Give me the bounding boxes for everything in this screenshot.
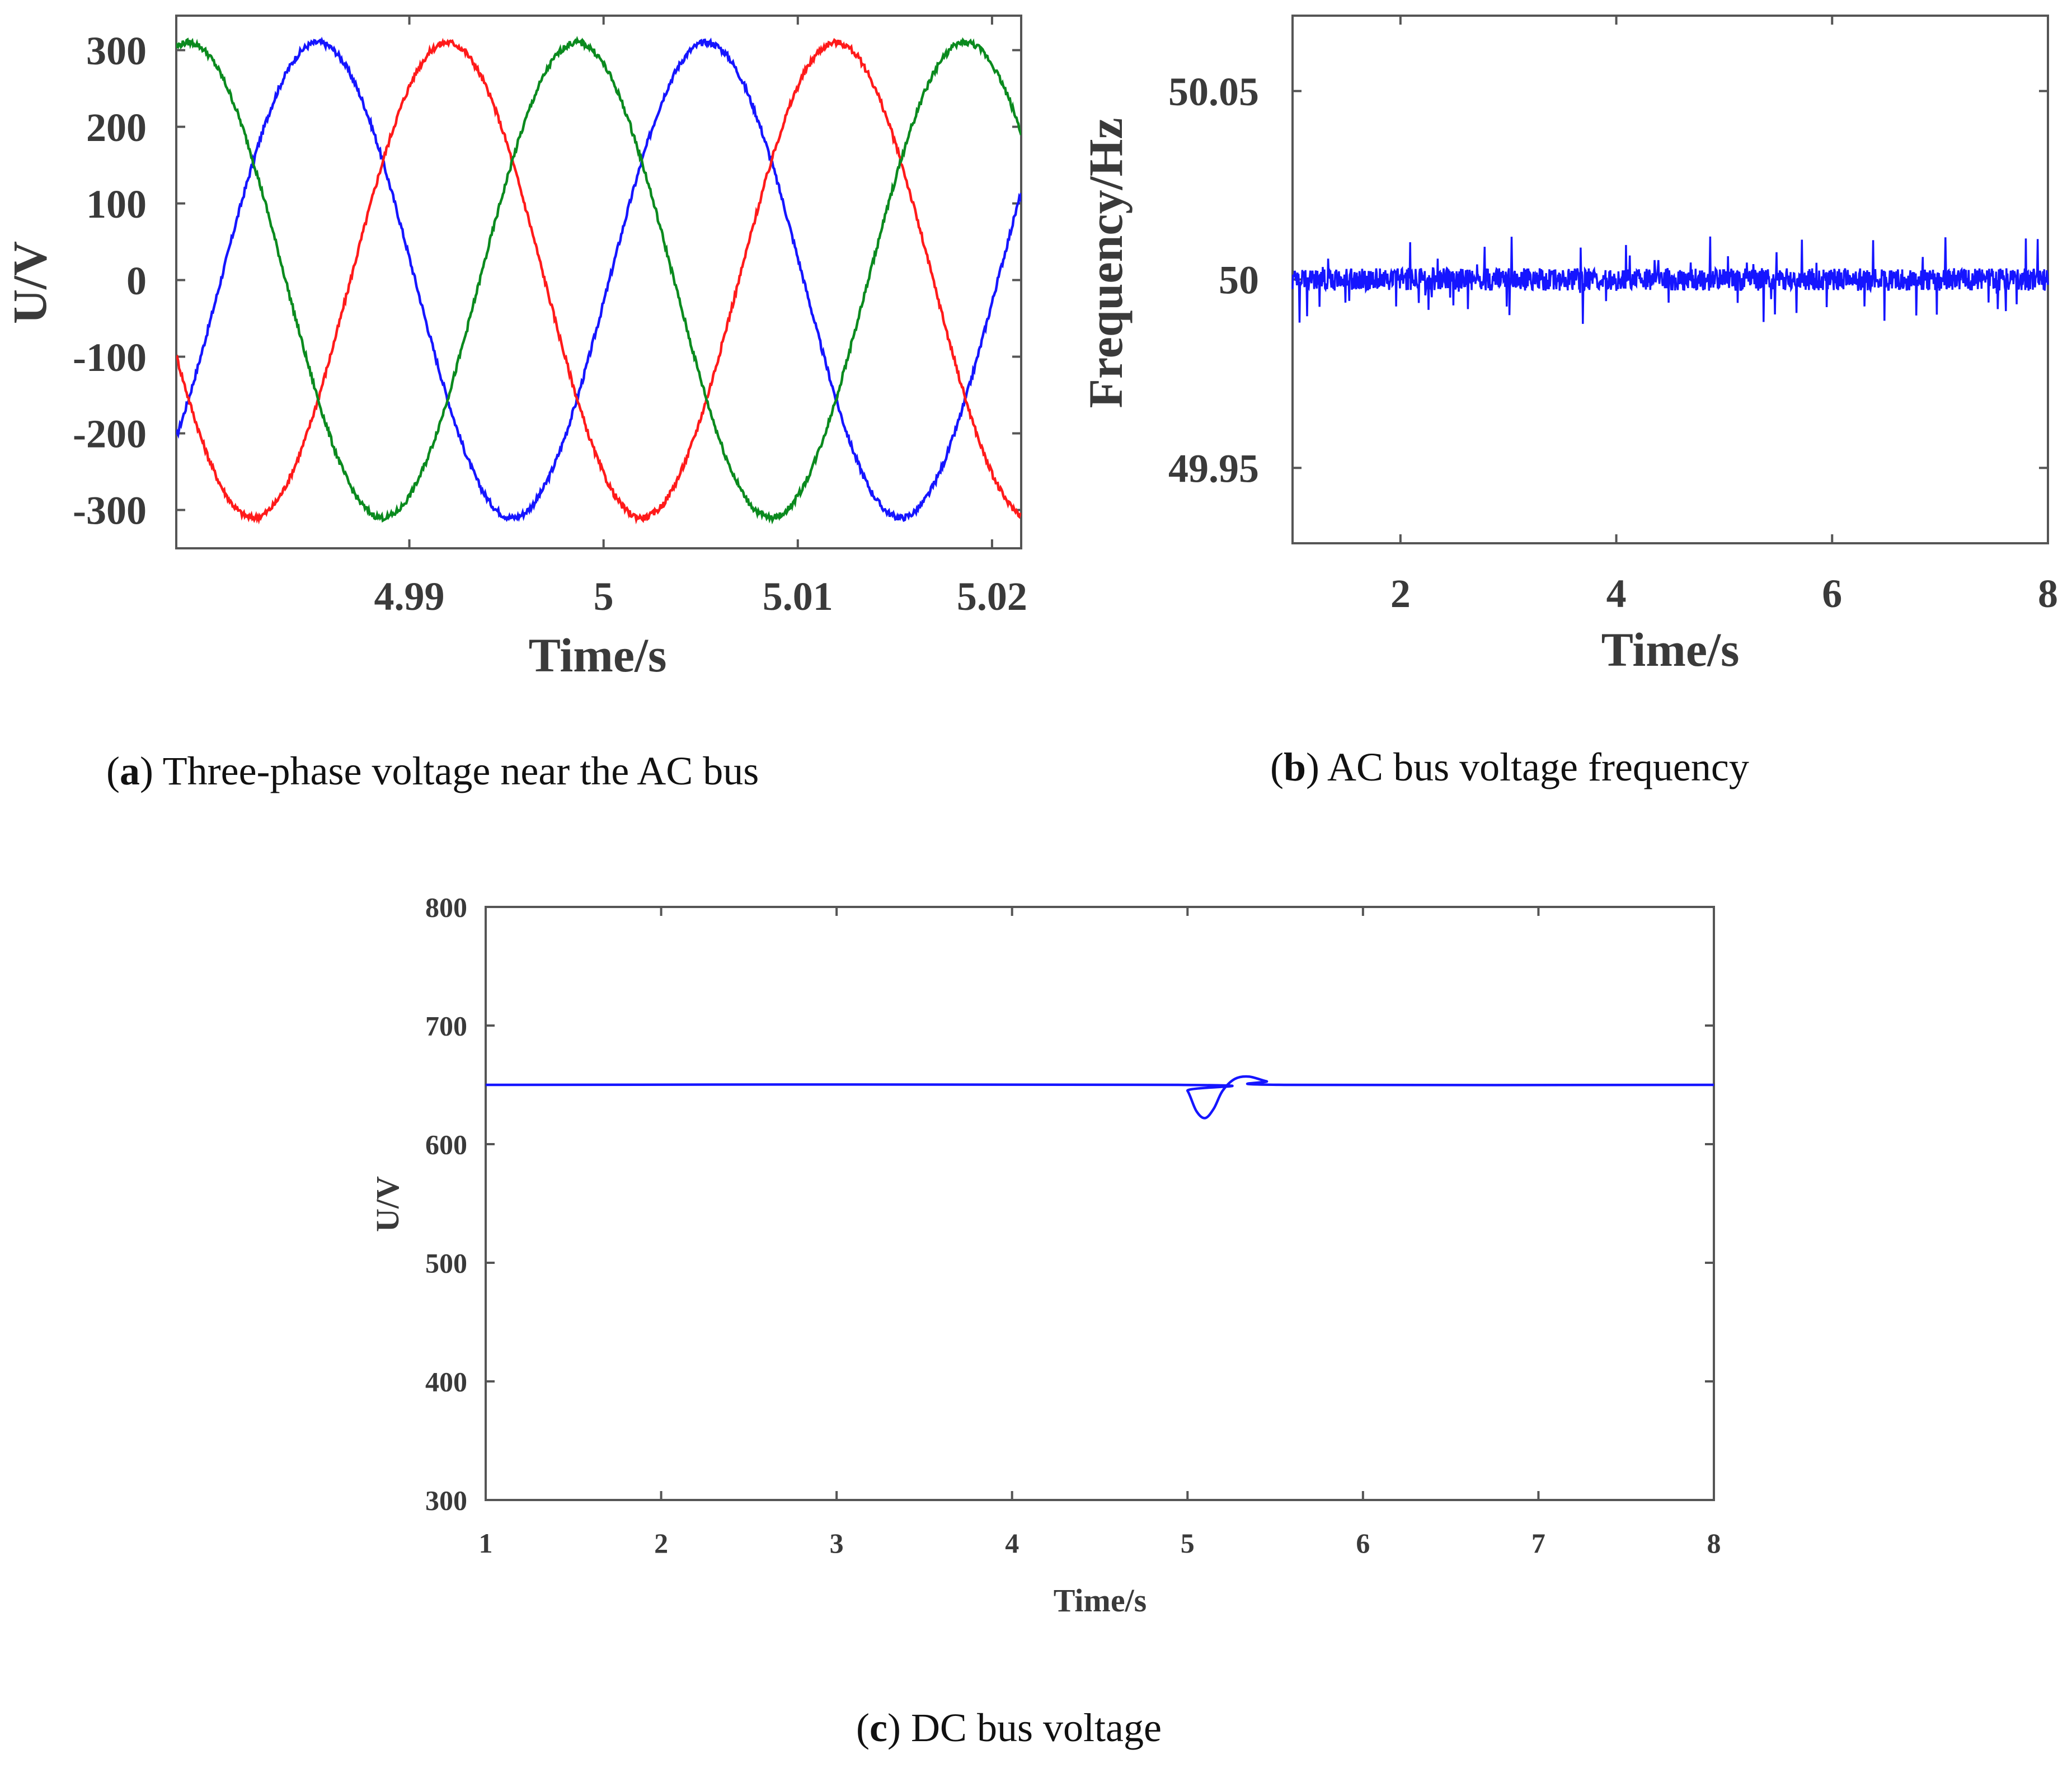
- panel-a-x-tick-label: 4.99: [374, 574, 445, 619]
- panel-b-caption: (b) AC bus voltage frequency: [1270, 745, 1749, 789]
- panel-a-x-tick-label: 5: [594, 574, 614, 619]
- panel-b-x-tick-label: 8: [2038, 571, 2058, 616]
- panel-a-series-phase-b: [176, 37, 1021, 525]
- panel-b-x-tick-label: 6: [1822, 571, 1842, 616]
- panel-c-caption-text: DC bus voltage: [911, 1705, 1162, 1750]
- panel-a: 300 200 100 0 -100 -200 -300 4.99 5 5.01 5.02 Tim…: [3, 15, 1027, 793]
- panel-b-series-frequency: [1291, 236, 2049, 324]
- panel-b: 50.05 50 49.95 2 4 6 8 Time/s Frequency/Hz (b…: [1079, 15, 2058, 789]
- panel-b-y-tick-label: 49.95: [1168, 446, 1259, 491]
- panel-a-y-tick-label: -100: [73, 335, 147, 380]
- panel-a-y-tick-label: 300: [86, 29, 147, 73]
- panel-c-x-tick-label: 4: [1005, 1527, 1019, 1559]
- panel-c-x-tick-label: 1: [479, 1527, 493, 1559]
- panel-c-y-tick-label: 400: [425, 1366, 467, 1398]
- panel-c-x-tick-label: 5: [1181, 1527, 1195, 1559]
- panel-a-series-phase-a: [176, 36, 1021, 523]
- panel-c: 800 700 600 500 400 300 1 2 3 4 5 6 7 8 Time/s U/V (…: [369, 892, 1721, 1751]
- panel-b-caption-letter: b: [1284, 745, 1306, 789]
- panel-b-series: [1291, 236, 2049, 324]
- panel-c-plot-frame: [485, 906, 1715, 1501]
- panel-c-series: [485, 1075, 1714, 1120]
- panel-c-x-tick-label: 6: [1356, 1527, 1370, 1559]
- panel-a-x-axis-label: Time/s: [529, 628, 667, 682]
- panel-c-y-tick-label: 600: [425, 1129, 467, 1160]
- panel-a-caption: (a) Three-phase voltage near the AC bus: [106, 749, 759, 793]
- panel-c-x-ticks: 1 2 3 4 5 6 7 8: [479, 907, 1721, 1559]
- panel-c-x-tick-label: 2: [654, 1527, 668, 1559]
- panel-c-y-ticks: 800 700 600 500 400 300: [425, 892, 1714, 1516]
- panel-c-y-axis-label: U/V: [369, 1176, 406, 1232]
- panel-a-series: [176, 36, 1021, 525]
- panel-c-y-tick-label: 700: [425, 1010, 467, 1042]
- panel-a-y-tick-label: 0: [126, 258, 147, 303]
- panel-b-y-axis-label: Frequency/Hz: [1079, 117, 1133, 408]
- panel-a-x-tick-label: 5.01: [763, 574, 833, 619]
- panel-c-x-axis-label: Time/s: [1054, 1582, 1147, 1619]
- panel-a-y-tick-label: -300: [73, 488, 147, 533]
- panel-b-y-ticks: 50.05 50 49.95: [1168, 69, 2048, 491]
- panel-a-x-tick-label: 5.02: [957, 574, 1027, 619]
- panel-a-plot-frame: [175, 15, 1022, 549]
- panel-a-caption-letter: a: [120, 749, 140, 793]
- panel-c-series-dc-bus-voltage: [485, 1075, 1714, 1120]
- panel-c-y-tick-label: 500: [425, 1248, 467, 1279]
- panel-a-y-ticks: 300 200 100 0 -100 -200 -300: [73, 29, 1021, 533]
- panel-b-y-tick-label: 50.05: [1168, 69, 1259, 114]
- panel-c-x-tick-label: 7: [1531, 1527, 1545, 1559]
- panel-b-x-axis-label: Time/s: [1601, 623, 1740, 676]
- panel-a-x-ticks: 4.99 5 5.01 5.02: [374, 16, 1027, 619]
- panel-c-caption-letter: c: [870, 1705, 887, 1750]
- panel-c-y-tick-label: 300: [425, 1485, 467, 1516]
- panel-a-series-phase-c: [176, 36, 1021, 525]
- panel-b-x-tick-label: 4: [1606, 571, 1627, 616]
- panel-a-y-tick-label: 200: [86, 105, 147, 150]
- panel-b-y-tick-label: 50: [1219, 258, 1259, 303]
- panel-a-y-tick-label: 100: [86, 182, 147, 227]
- panel-b-caption-text: AC bus voltage frequency: [1327, 745, 1749, 789]
- panel-c-y-tick-label: 800: [425, 892, 467, 923]
- panel-a-caption-text: Three-phase voltage near the AC bus: [163, 749, 759, 793]
- panel-b-x-tick-label: 2: [1390, 571, 1411, 616]
- panel-b-x-ticks: 2 4 6 8: [1390, 16, 2058, 616]
- panel-c-caption: (c) DC bus voltage: [856, 1705, 1162, 1750]
- panel-a-y-axis-label: U/V: [3, 241, 57, 324]
- panel-a-y-tick-label: -200: [73, 412, 147, 457]
- panel-c-x-tick-label: 3: [830, 1527, 844, 1559]
- panel-c-x-tick-label: 8: [1707, 1527, 1721, 1559]
